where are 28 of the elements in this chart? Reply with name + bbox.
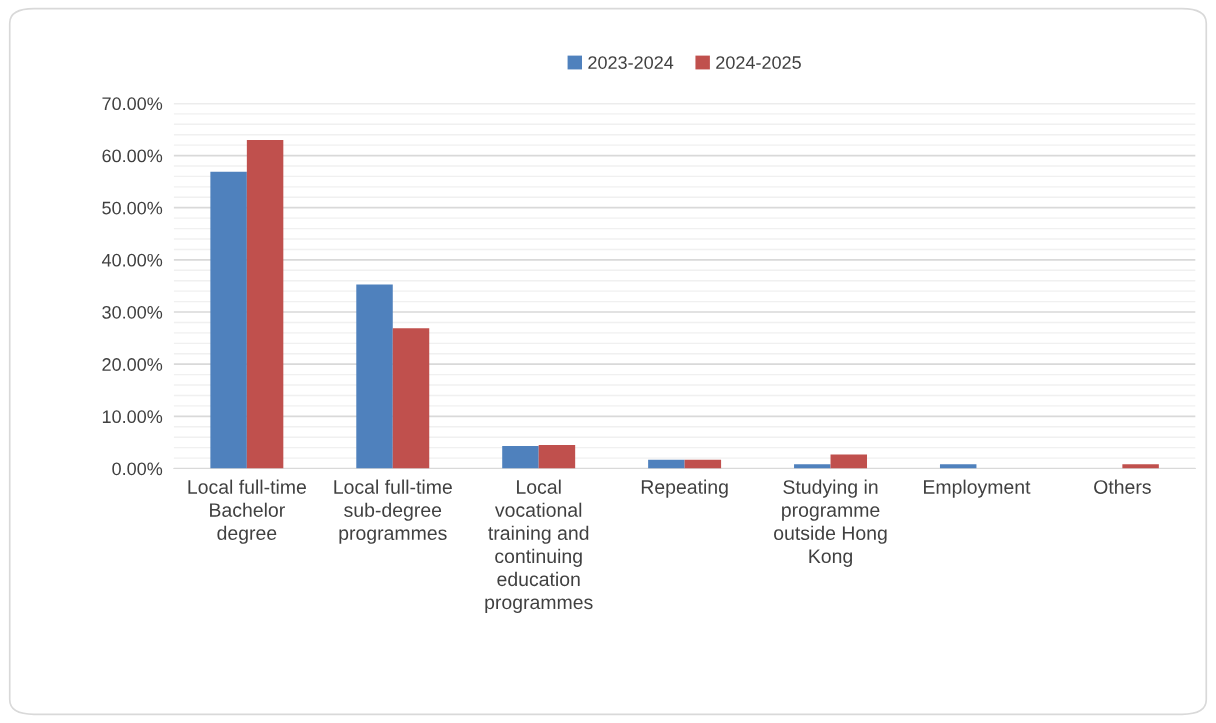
bar [502, 446, 539, 469]
bar [794, 464, 831, 469]
y-tick-label: 0.00% [112, 462, 163, 476]
y-tick-label: 40.00% [101, 253, 163, 267]
bar [356, 284, 393, 469]
x-tick-label: Repeating [641, 479, 728, 498]
x-tick-label: Studying in programme outside Hong Kong [774, 479, 887, 567]
y-tick-label: 50.00% [102, 201, 163, 215]
x-tick-label: Local full-time Bachelor degree [188, 479, 306, 544]
x-tick-label: Local vocational training and continuing education programmes [485, 479, 593, 614]
bar [648, 459, 685, 469]
x-tick-label: Others [1094, 479, 1151, 494]
y-tick-label: 20.00% [102, 358, 163, 371]
x-tick-label: Employment [924, 479, 1031, 498]
bar [939, 464, 977, 469]
y-tick-label: 10.00% [102, 410, 163, 424]
bar [246, 139, 284, 469]
y-tick-label: 30.00% [102, 305, 163, 319]
x-tick-label: Local full-time sub-degree programmes [334, 479, 452, 544]
bar [830, 454, 868, 469]
bar [210, 171, 247, 469]
legend-label: 2024-2025 [716, 56, 801, 69]
bar [538, 445, 576, 469]
y-tick-label: 70.00% [102, 97, 163, 111]
y-tick-label: 60.00% [102, 149, 163, 163]
bar [392, 328, 430, 469]
bar [1122, 464, 1159, 469]
legend-label: 2023-2024 [588, 56, 674, 69]
